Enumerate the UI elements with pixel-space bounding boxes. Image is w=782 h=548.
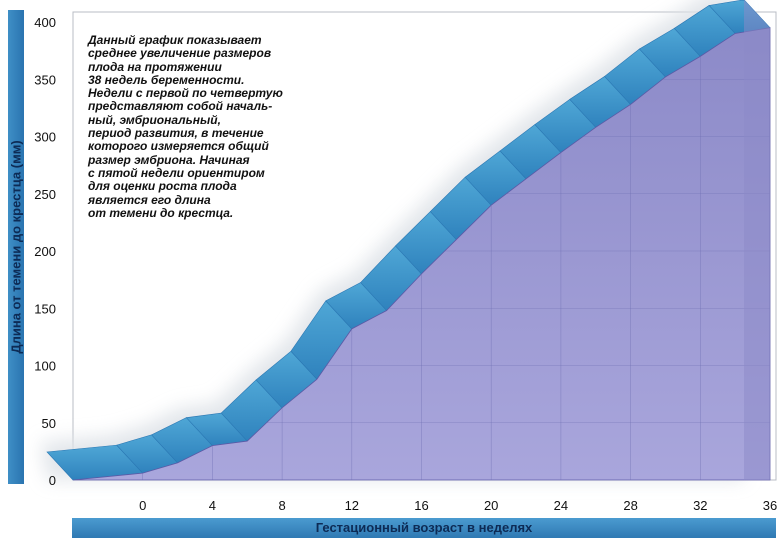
y-tick-label: 150 bbox=[34, 301, 56, 316]
x-tick-label: 16 bbox=[414, 498, 428, 513]
y-tick-label: 250 bbox=[34, 187, 56, 202]
x-tick-label: 8 bbox=[278, 498, 285, 513]
y-tick-label: 100 bbox=[34, 359, 56, 374]
x-tick-label: 0 bbox=[139, 498, 146, 513]
y-axis-label: Длина от темени до крестца (мм) bbox=[8, 140, 24, 354]
y-tick-label: 0 bbox=[49, 473, 56, 488]
y-tick-label: 400 bbox=[34, 15, 56, 30]
x-tick-label: 20 bbox=[484, 498, 498, 513]
y-tick-label: 200 bbox=[34, 244, 56, 259]
area-fill bbox=[72, 27, 771, 481]
x-tick-label: 32 bbox=[693, 498, 707, 513]
x-tick-label: 36 bbox=[763, 498, 777, 513]
y-tick-label: 50 bbox=[42, 416, 56, 431]
x-axis-label-bar: Гестационный возраст в неделях bbox=[72, 518, 776, 538]
x-tick-label: 28 bbox=[623, 498, 637, 513]
chart-annotation: Данный график показывает среднее увеличе… bbox=[88, 33, 283, 220]
y-tick-label: 300 bbox=[34, 130, 56, 145]
area-end-cap bbox=[744, 0, 770, 480]
x-tick-label: 24 bbox=[554, 498, 568, 513]
y-tick-label: 350 bbox=[34, 72, 56, 87]
x-axis-label: Гестационный возраст в неделях bbox=[315, 520, 533, 535]
y-axis-label-bar bbox=[8, 10, 24, 484]
x-tick-label: 12 bbox=[345, 498, 359, 513]
x-tick-label: 4 bbox=[209, 498, 216, 513]
